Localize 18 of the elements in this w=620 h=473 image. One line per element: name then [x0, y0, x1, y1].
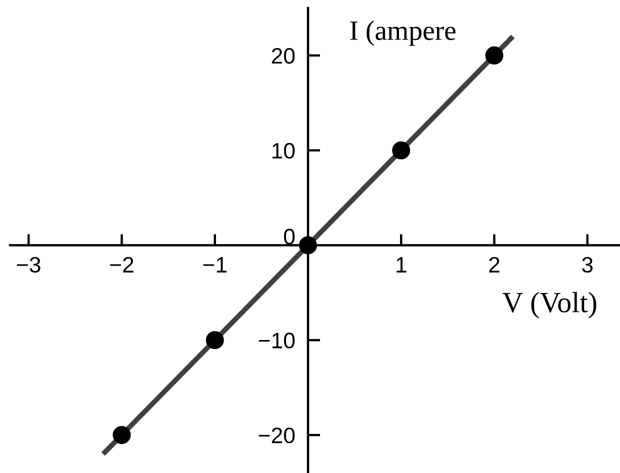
- x-tick-label: 1: [396, 257, 406, 272]
- x-tick-label: −2: [110, 256, 134, 272]
- point: [112, 426, 131, 444]
- point: [485, 46, 504, 64]
- x-tick-label: 2: [489, 256, 500, 272]
- x-axis-title: V (Volt): [502, 292, 596, 318]
- y-tick-label: 10: [272, 142, 295, 159]
- y-tick-label: −10: [258, 332, 295, 348]
- y-tick-label: −20: [258, 428, 295, 444]
- y-tick-label: 0: [284, 228, 295, 245]
- y-tick-label: 20: [272, 48, 295, 64]
- x-tick-label: 3: [582, 256, 593, 273]
- point: [392, 141, 410, 160]
- point: [206, 331, 224, 350]
- y-axis-title: I (ampere: [350, 20, 456, 46]
- x-tick-label: −3: [17, 256, 40, 273]
- point: [298, 236, 318, 254]
- x-tick-label: −1: [203, 257, 226, 272]
